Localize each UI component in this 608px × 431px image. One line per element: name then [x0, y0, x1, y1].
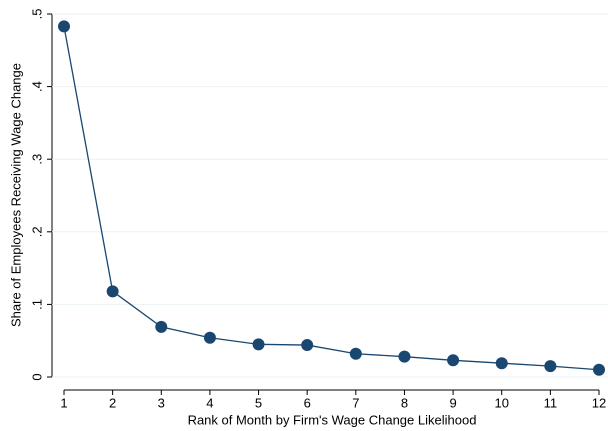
y-axis-title: Share of Employees Receiving Wage Change [8, 63, 23, 327]
y-tick-label: 0 [29, 373, 44, 380]
y-tick-label: .4 [29, 81, 44, 92]
marker [447, 354, 460, 367]
x-tick-label: 4 [206, 395, 213, 410]
x-tick-label: 7 [352, 395, 359, 410]
marker [301, 339, 314, 352]
x-tick-label: 10 [494, 395, 508, 410]
marker [106, 285, 119, 298]
marker [349, 347, 362, 360]
marker [58, 20, 70, 33]
y-tick-label: .3 [29, 154, 44, 165]
marker [398, 350, 411, 363]
x-tick-label: 5 [255, 395, 262, 410]
y-tick-label: .1 [29, 299, 44, 310]
x-axis-title: Rank of Month by Firm's Wage Change Like… [188, 412, 477, 427]
x-tick-label: 11 [544, 395, 558, 410]
x-tick-label: 3 [158, 395, 165, 410]
line [63, 26, 600, 371]
y-tick-label: .5 [29, 9, 44, 20]
marker [544, 360, 557, 373]
marker [593, 363, 605, 376]
x-tick-label: 1 [60, 395, 67, 410]
y-tick-label: .2 [29, 226, 44, 237]
marker [155, 320, 168, 333]
x-tick-label: 8 [401, 395, 408, 410]
x-tick-label: 12 [592, 395, 606, 410]
marker [252, 338, 265, 351]
marker [203, 331, 216, 344]
x-tick-label: 2 [109, 395, 116, 410]
marker [495, 357, 508, 370]
x-tick-label: 6 [304, 395, 311, 410]
x-tick-label: 9 [449, 395, 456, 410]
